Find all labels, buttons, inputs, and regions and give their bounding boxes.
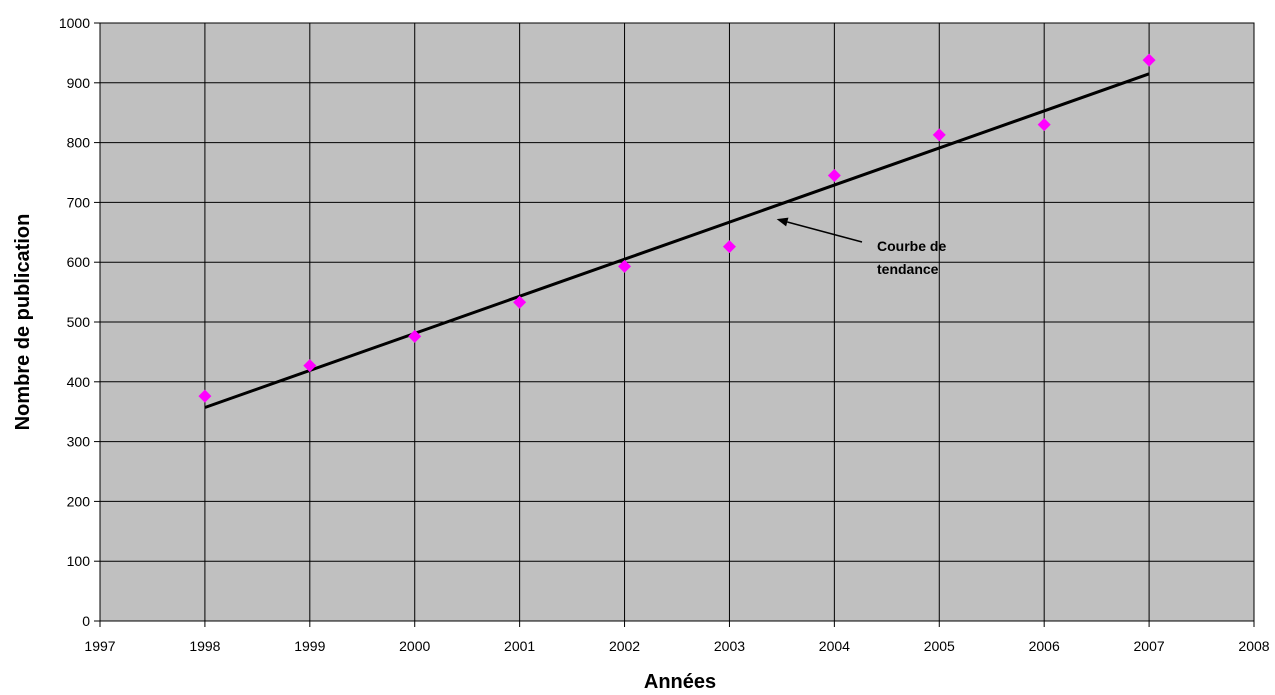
y-tick-label: 0 [82, 613, 90, 629]
y-axis-title: Nombre de publication [12, 214, 34, 431]
x-tick-label: 1997 [84, 638, 115, 654]
data-point [827, 168, 841, 182]
y-tick-label: 600 [67, 254, 91, 270]
x-tick-label: 2008 [1238, 638, 1269, 654]
y-tick-label: 700 [67, 194, 91, 210]
x-tick-label: 1999 [294, 638, 325, 654]
data-points [198, 53, 1156, 403]
annotation-arrowhead [776, 217, 789, 227]
trendline [204, 72, 1150, 409]
x-tick-label: 2003 [714, 638, 745, 654]
x-axis-ticks: 1997 1998 1999 2000 2001 2002 2003 2004 2005 2006… [84, 621, 1270, 654]
x-tick-label: 2004 [819, 638, 850, 654]
x-tick-label: 2007 [1134, 638, 1165, 654]
data-point [408, 329, 422, 343]
y-tick-label: 900 [67, 75, 91, 91]
data-point [618, 259, 632, 273]
data-point [513, 295, 527, 309]
x-tick-label: 2000 [399, 638, 430, 654]
y-tick-label: 1000 [59, 15, 90, 31]
data-point [722, 240, 736, 254]
y-tick-label: 200 [67, 493, 91, 509]
y-axis-ticks: 0 100 200 300 400 500 600 700 800 900 1000 [59, 15, 100, 629]
data-point [932, 128, 946, 142]
x-axis-title: Années [644, 671, 716, 693]
y-tick-label: 100 [67, 553, 91, 569]
x-tick-label: 2005 [924, 638, 955, 654]
y-tick-label: 300 [67, 434, 91, 450]
x-tick-label: 2006 [1029, 638, 1060, 654]
y-tick-label: 400 [67, 374, 91, 390]
annotation-arrow [787, 221, 863, 243]
data-point [1037, 118, 1051, 132]
annotation-line-2: tendance [877, 261, 939, 277]
annotation-line-1: Courbe de [877, 238, 946, 254]
trend-annotation: Courbe de tendance [776, 217, 946, 277]
data-point [303, 359, 317, 373]
y-tick-label: 800 [67, 135, 91, 151]
data-point [198, 389, 212, 403]
data-point [1142, 53, 1156, 67]
y-tick-label: 500 [67, 314, 91, 330]
x-tick-label: 2002 [609, 638, 640, 654]
x-tick-label: 2001 [504, 638, 535, 654]
x-tick-label: 1998 [189, 638, 220, 654]
